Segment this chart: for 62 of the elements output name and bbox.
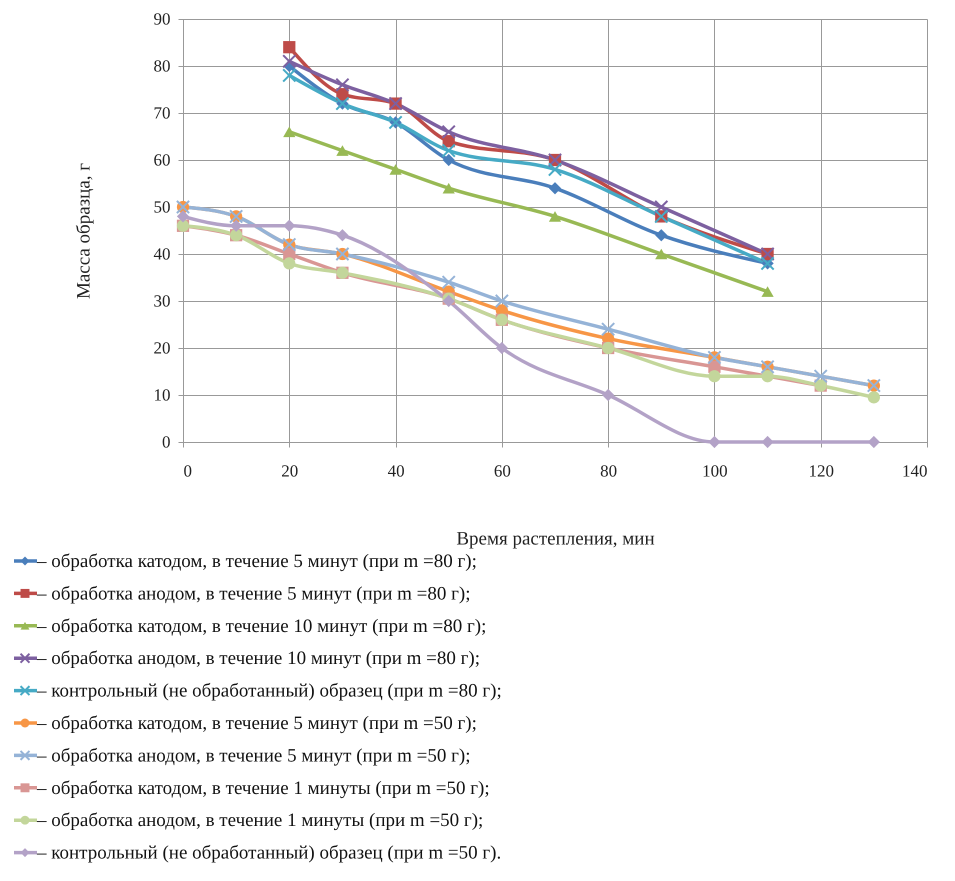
point xyxy=(655,248,668,260)
y-tick-label: 20 xyxy=(154,338,170,358)
point xyxy=(602,388,614,402)
point xyxy=(389,164,402,175)
point xyxy=(283,257,296,270)
point xyxy=(761,286,774,297)
point xyxy=(655,229,668,242)
x-tick-label: 100 xyxy=(702,462,728,480)
legend-label: – контрольный (не обработанный) образец (при m =50 г). xyxy=(36,842,502,864)
y-tick-label: 0 xyxy=(162,432,170,452)
point xyxy=(335,78,350,92)
point xyxy=(814,369,828,384)
point xyxy=(442,182,455,194)
legend-label: – контрольный (не обработанный) образец (при m =80 г); xyxy=(36,680,502,702)
point xyxy=(868,391,880,404)
point xyxy=(336,229,349,242)
point xyxy=(442,275,456,290)
point xyxy=(176,210,190,223)
y-tick-label: 40 xyxy=(154,244,170,264)
point xyxy=(496,342,508,354)
x-axis-title: Время растепления, мин xyxy=(456,528,655,550)
legend-label: – обработка катодом, в течение 5 минут (при m =50 г); xyxy=(36,713,477,734)
legend-label: – обработка катодом, в течение 1 минуты (при m =50 г); xyxy=(36,778,490,799)
y-tick-label: 30 xyxy=(154,292,170,310)
point xyxy=(442,143,456,158)
y-tick-label: 90 xyxy=(154,10,170,28)
x-tick-label: 120 xyxy=(808,462,834,480)
y-tick-label: 80 xyxy=(154,56,170,76)
point xyxy=(283,126,296,138)
x-tick-label: 80 xyxy=(600,462,618,480)
point xyxy=(548,211,562,222)
point xyxy=(442,154,455,166)
point xyxy=(761,370,774,382)
legend-label: – обработка анодом, в течение 5 минут (при m =80 г); xyxy=(36,583,471,604)
point xyxy=(442,294,455,308)
point xyxy=(548,182,562,194)
x-tick-label: 20 xyxy=(281,462,298,480)
x-tick-label: 60 xyxy=(494,462,511,480)
y-tick-label: 60 xyxy=(154,150,170,170)
x-tick-label: 140 xyxy=(902,462,928,480)
x-tick-label: 0 xyxy=(184,462,192,480)
y-tick-label: 70 xyxy=(154,104,170,122)
legend-label: – обработка анодом, в течение 5 минут (при m =50 г); xyxy=(36,745,471,766)
point xyxy=(654,200,668,214)
point xyxy=(601,322,616,336)
point xyxy=(494,294,509,308)
legend-label: – обработка анодом, в течение 10 минут (при m =80 г); xyxy=(36,648,480,670)
y-axis-title: Масса образца, г xyxy=(74,162,94,300)
point xyxy=(708,370,721,382)
y-tick-label: 10 xyxy=(154,386,170,404)
y-tick-label: 50 xyxy=(154,198,170,216)
x-tick-label: 40 xyxy=(388,462,405,480)
point xyxy=(282,68,296,83)
legend-label: – обработка анодом, в течение 1 минуты (при m =50 г); xyxy=(36,810,484,832)
point xyxy=(283,41,296,54)
legend-label: – обработка катодом, в течение 10 минут (при m =80 г); xyxy=(36,616,486,637)
point xyxy=(548,162,562,177)
point xyxy=(282,54,296,68)
point xyxy=(442,124,456,139)
point xyxy=(336,145,349,156)
point xyxy=(868,436,880,448)
legend-label: – обработка катодом, в течение 5 минут (при m =80 г); xyxy=(36,551,477,572)
